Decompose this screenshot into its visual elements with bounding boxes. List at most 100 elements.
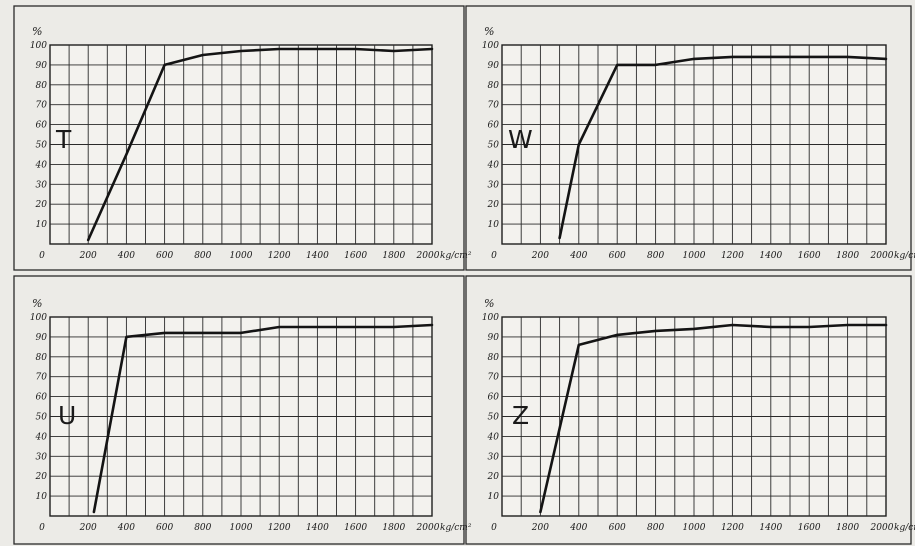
x-tick-label: 2000	[870, 251, 894, 261]
x-axis-unit: kg/cm²	[440, 251, 472, 261]
panel-t: 10 20 30 40 50 60 70 80 90 100% 0 200 400 600 800 1000 1…	[30, 25, 472, 261]
x-tick-label: 800	[194, 251, 211, 261]
y-axis-unit: %	[484, 25, 494, 38]
x-tick-label: 400	[117, 523, 135, 533]
series-line	[558, 55, 888, 240]
y-tick-label: 80	[488, 353, 500, 363]
panel-u: 10 20 30 40 50 60 70 80 90 100% 0 200 400 600 800 1000 1…	[30, 297, 472, 533]
y-tick-label: 30	[488, 180, 500, 190]
y-tick-label: 90	[36, 333, 48, 343]
panel-border	[465, 5, 912, 271]
x-axis-unit: kg/cm²	[440, 523, 472, 533]
x-tick-label: 600	[609, 251, 626, 261]
y-tick-label: 40	[35, 432, 48, 442]
y-tick-label: 20	[487, 472, 500, 482]
x-tick-label: 1000	[683, 251, 706, 261]
y-tick-label: 100	[482, 313, 499, 323]
y-tick-label: 90	[488, 333, 500, 343]
y-tick-label: 50	[488, 413, 500, 423]
x-tick-label: 200	[79, 251, 97, 261]
y-tick-label: 50	[488, 141, 500, 151]
y-tick-label: 70	[36, 373, 48, 383]
x-tick-label: 200	[531, 251, 549, 261]
x-tick-label: 1800	[382, 523, 405, 533]
x-tick-label: 1200	[721, 251, 744, 261]
panel-border	[465, 275, 912, 545]
x-tick-label: 1800	[836, 523, 859, 533]
x-tick-label: 1000	[683, 523, 706, 533]
y-axis-unit: %	[484, 297, 494, 310]
x-tick-label: 1600	[798, 523, 821, 533]
y-tick-label: 10	[488, 220, 500, 230]
y-axis-unit: %	[32, 25, 42, 38]
x-tick-label: 1000	[230, 523, 253, 533]
x-tick-label: 1200	[268, 251, 291, 261]
y-tick-label: 80	[488, 81, 500, 91]
x-tick-label: 200	[531, 523, 549, 533]
x-tick-label: 1000	[230, 251, 253, 261]
x-tick-label: 400	[569, 251, 587, 261]
x-tick-label: 1600	[344, 523, 367, 533]
panel-label: T	[55, 125, 72, 154]
x-tick-label: 400	[569, 523, 587, 533]
x-tick-label: 1600	[798, 251, 821, 261]
series-line	[539, 323, 888, 514]
x-tick-label: 2000	[416, 251, 440, 261]
panel-label: W	[508, 125, 533, 154]
y-tick-label: 100	[30, 313, 47, 323]
y-tick-label: 20	[35, 472, 48, 482]
y-tick-label: 90	[488, 61, 500, 71]
x-tick-label: 600	[156, 523, 173, 533]
x-tick-label: 2000	[870, 523, 894, 533]
y-tick-label: 60	[36, 121, 48, 131]
x-tick-label: 600	[156, 251, 173, 261]
panel-z: 10 20 30 40 50 60 70 80 90 100% 0 200 400 600 800 1000 1…	[482, 297, 915, 533]
panel-border	[13, 275, 465, 545]
x-tick-label: 200	[79, 523, 97, 533]
y-tick-label: 100	[482, 41, 499, 51]
y-tick-label: 20	[35, 200, 48, 210]
y-tick-label: 70	[488, 373, 500, 383]
y-tick-label: 60	[488, 121, 500, 131]
y-tick-label: 40	[35, 160, 48, 170]
y-tick-label: 80	[36, 353, 48, 363]
panel-label: U	[58, 401, 76, 430]
x-tick-label: 1600	[344, 251, 367, 261]
x-axis-unit: kg/cm²	[894, 523, 915, 533]
x-tick-label: 800	[194, 523, 211, 533]
x-tick-label: 0	[491, 251, 497, 261]
y-tick-label: 70	[488, 101, 500, 111]
x-axis-unit: kg/cm²	[894, 251, 915, 261]
grid	[502, 317, 886, 516]
series-line	[92, 323, 434, 514]
y-tick-label: 40	[487, 432, 500, 442]
y-tick-label: 60	[36, 393, 48, 403]
x-tick-label: 1200	[268, 523, 291, 533]
y-tick-label: 20	[487, 200, 500, 210]
panel-w: 10 20 30 40 50 60 70 80 90 100% 0 200 400 600 800 1000 1…	[482, 25, 915, 261]
x-tick-label: 1400	[759, 523, 782, 533]
x-tick-label: 1400	[759, 251, 782, 261]
y-tick-label: 100	[30, 41, 47, 51]
panel-label: Z	[512, 401, 529, 430]
y-tick-label: 10	[488, 492, 500, 502]
y-tick-label: 10	[36, 492, 48, 502]
y-tick-label: 90	[36, 61, 48, 71]
y-tick-label: 50	[36, 413, 48, 423]
y-tick-label: 40	[487, 160, 500, 170]
grid	[50, 317, 432, 516]
x-tick-label: 0	[39, 251, 45, 261]
x-tick-label: 800	[647, 523, 664, 533]
grid	[502, 45, 886, 244]
y-tick-label: 30	[36, 180, 48, 190]
x-tick-label: 800	[647, 251, 664, 261]
series-line	[86, 47, 434, 242]
x-tick-label: 400	[117, 251, 135, 261]
y-axis-unit: %	[32, 297, 42, 310]
y-tick-label: 50	[36, 141, 48, 151]
x-tick-label: 1800	[836, 251, 859, 261]
y-tick-label: 30	[36, 452, 48, 462]
x-tick-label: 1400	[306, 523, 329, 533]
x-tick-label: 2000	[416, 523, 440, 533]
